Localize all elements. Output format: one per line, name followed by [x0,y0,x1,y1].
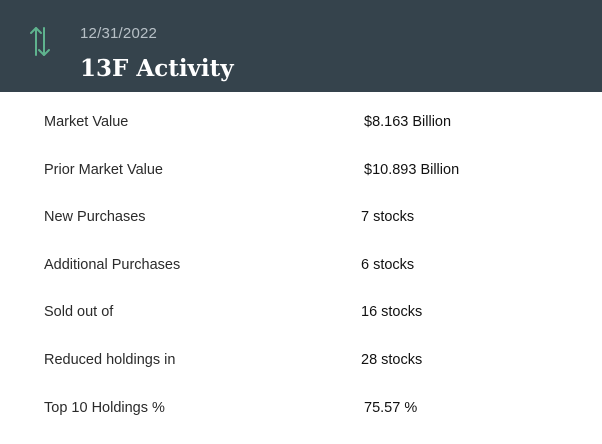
row-value: 6 stocks [361,256,415,273]
row-label: Reduced holdings in [44,351,176,368]
row-label: Top 10 Holdings % [44,399,165,416]
list-item-additional-purchases: Additional Purchases 6 stocks [0,235,602,283]
list-item-reduced-holdings: Reduced holdings in 28 stocks [0,330,602,378]
list-item-prior-market-value: Prior Market Value $10.893 Billion [0,140,602,188]
row-value: 28 stocks [361,351,423,368]
row-value: $10.893 Billion [364,161,460,178]
up-down-arrows-icon [28,24,52,60]
row-label: Market Value [44,114,129,130]
row-label: Prior Market Value [44,161,163,178]
row-label: Sold out of [44,304,114,321]
card-header: 12/31/2022 13F Activity [0,0,602,92]
list-item-sold-out: Sold out of 16 stocks [0,282,602,330]
list-item-new-purchases: New Purchases 7 stocks [0,187,602,235]
row-value: $8.163 Billion [364,114,452,130]
row-label: Additional Purchases [44,256,181,273]
list-item-market-value: Market Value $8.163 Billion [0,92,602,140]
activity-list: Market Value $8.163 Billion Prior Market… [0,92,602,425]
row-value: 7 stocks [361,209,415,226]
row-value: 75.57 % [364,399,418,416]
row-label: New Purchases [44,209,146,226]
card-title: 13F Activity [80,55,234,82]
list-item-top10-holdings: Top 10 Holdings % 75.57 % [0,378,602,426]
report-date: 12/31/2022 [80,25,158,42]
row-value: 16 stocks [361,304,423,321]
